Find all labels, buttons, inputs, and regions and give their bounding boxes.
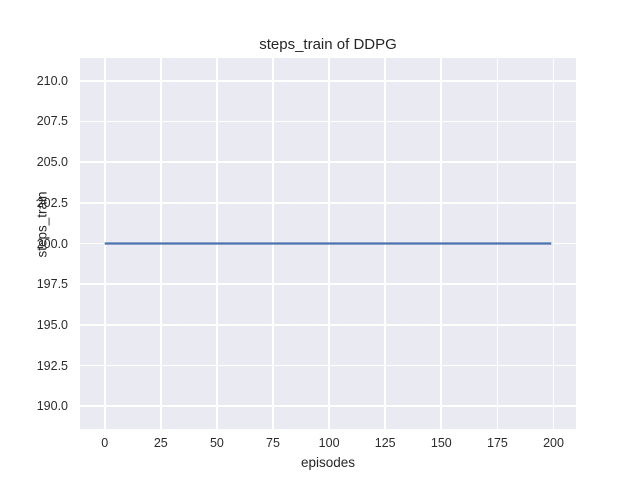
y-tick-label: 197.5 — [36, 277, 68, 292]
gridline-horizontal — [80, 323, 576, 326]
x-tick-label: 200 — [543, 436, 564, 450]
gridline-horizontal — [80, 364, 576, 367]
y-tick-label: 210.0 — [36, 73, 68, 88]
y-tick-label: 190.0 — [36, 399, 68, 414]
gridline-horizontal — [80, 201, 576, 204]
gridline-horizontal — [80, 405, 576, 408]
x-tick-label: 75 — [266, 436, 280, 450]
y-tick-label: 202.5 — [36, 195, 68, 210]
x-tick-label: 150 — [430, 436, 452, 450]
x-axis-label: episodes — [300, 455, 356, 470]
y-tick-label: 207.5 — [36, 114, 68, 129]
plot-area — [80, 58, 576, 429]
x-tick-label: 175 — [487, 436, 508, 450]
x-tick-label: 125 — [374, 436, 396, 450]
y-tick-label: 192.5 — [36, 358, 68, 373]
y-tick-label: 195.0 — [36, 317, 68, 332]
chart-title: steps_train of DDPG — [259, 36, 397, 53]
gridline-vertical — [552, 58, 555, 429]
gridline-horizontal — [80, 161, 576, 164]
line-plot — [80, 58, 576, 429]
x-tick-label: 25 — [153, 436, 168, 450]
y-tick-label: 205.0 — [36, 155, 68, 170]
gridline-horizontal — [80, 120, 576, 123]
x-tick-label: 0 — [101, 436, 109, 450]
gridline-horizontal — [80, 79, 576, 82]
x-tick-label: 50 — [209, 436, 224, 450]
y-tick-label: 200.0 — [36, 236, 68, 251]
x-tick-label: 100 — [318, 436, 340, 450]
gridline-horizontal — [80, 283, 576, 286]
